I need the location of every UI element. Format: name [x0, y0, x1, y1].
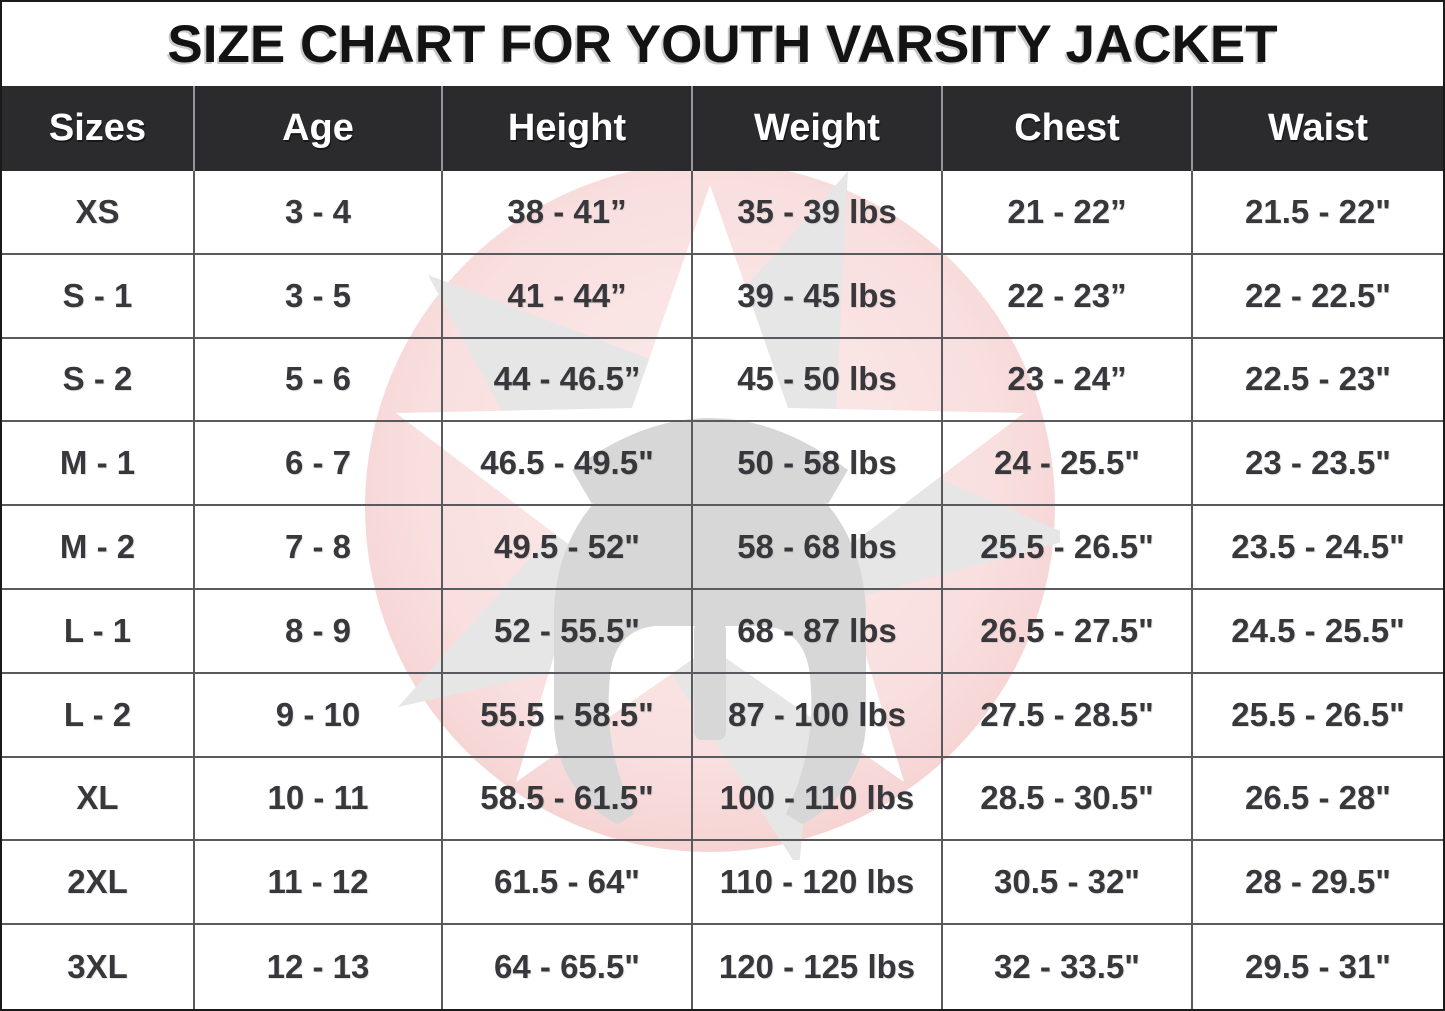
- cell-chest: 21 - 22”: [943, 171, 1193, 253]
- cell-height: 52 - 55.5": [443, 590, 693, 672]
- cell-weight: 100 - 110 lbs: [693, 757, 943, 840]
- cell-chest: 25.5 - 26.5": [943, 506, 1193, 588]
- cell-weight: 110 - 120 lbs: [693, 841, 943, 924]
- cell-size: 3XL: [2, 925, 195, 1009]
- cell-waist: 23.5 - 24.5": [1231, 528, 1405, 566]
- cell-size: 2XL: [2, 841, 195, 924]
- cell-age: 12 - 13: [195, 925, 443, 1009]
- cell-waist: 29.5 - 31": [1245, 948, 1391, 986]
- cell-age: 11 - 12: [195, 841, 443, 924]
- cell-weight: 50 - 58 lbs: [693, 422, 943, 505]
- cell-weight: 35 - 39 lbs: [693, 171, 943, 253]
- cell-waist: 21.5 - 22": [1245, 192, 1391, 230]
- spartan-helmet-icon: [554, 418, 866, 824]
- cell-height: 44 - 46.5”: [443, 338, 693, 421]
- table-row: XS 3 - 4 38 - 41” 35 - 39 lbs 21 - 22” 21.5 -…: [2, 171, 1443, 255]
- cell-age: 3 - 4: [195, 171, 443, 253]
- header-cell-height: Height: [443, 86, 693, 171]
- table-row: 3XL 12 - 13 64 - 65.5" 120 - 125 lbs 32 - 33…: [2, 925, 1443, 1009]
- cell-height: 38 - 41”: [443, 171, 693, 253]
- page-title: SIZE CHART FOR YOUTH VARSITY JACKET: [167, 14, 1278, 74]
- cell-height: 55.5 - 58.5": [443, 673, 693, 756]
- cell-age: 8 - 9: [195, 590, 443, 672]
- cell-age: 5 - 6: [195, 338, 443, 421]
- cell-weight: 45 - 50 lbs: [693, 338, 943, 421]
- cell-waist: 26.5 - 28": [1245, 779, 1391, 817]
- cell-weight: 39 - 45 lbs: [693, 254, 943, 337]
- cell-age: 7 - 8: [195, 506, 443, 588]
- cell-age: 9 - 10: [195, 673, 443, 756]
- cell-size: XL: [2, 757, 195, 840]
- cell-height: 64 - 65.5": [443, 925, 693, 1009]
- cell-chest: 28.5 - 30.5": [943, 757, 1193, 840]
- cell-chest: 30.5 - 32": [943, 841, 1193, 924]
- cell-size: XS: [2, 171, 195, 253]
- cell-size: S - 2: [2, 338, 195, 421]
- cell-weight: 120 - 125 lbs: [693, 925, 943, 1009]
- cell-height: 61.5 - 64": [443, 841, 693, 924]
- header-cell-weight: Weight: [693, 86, 943, 171]
- cell-height: 49.5 - 52": [443, 506, 693, 588]
- header-cell-chest: Chest: [943, 86, 1193, 171]
- spartan-helmet-star-watermark: [365, 162, 1060, 860]
- cell-size: S - 1: [2, 254, 195, 337]
- cell-waist: 28 - 29.5": [1245, 863, 1391, 901]
- cell-height: 58.5 - 61.5": [443, 757, 693, 840]
- cell-size: M - 2: [2, 506, 195, 588]
- size-table-body: XS 3 - 4 38 - 41” 35 - 39 lbs 21 - 22” 21.5 -…: [2, 171, 1443, 1009]
- cell-height: 46.5 - 49.5": [443, 422, 693, 505]
- cell-waist: 23 - 23.5": [1245, 444, 1391, 482]
- table-row: XL 10 - 11 58.5 - 61.5" 100 - 110 lbs 28.5 -…: [2, 757, 1443, 842]
- cell-size: M - 1: [2, 422, 195, 505]
- cell-chest: 32 - 33.5": [943, 925, 1193, 1009]
- cell-chest: 23 - 24”: [943, 338, 1193, 421]
- cell-height: 41 - 44”: [443, 254, 693, 337]
- cell-waist: 25.5 - 26.5": [1231, 695, 1405, 733]
- cell-age: 3 - 5: [195, 254, 443, 337]
- cell-size: L - 1: [2, 590, 195, 672]
- cell-waist: 22.5 - 23": [1245, 360, 1391, 398]
- cell-size: L - 2: [2, 673, 195, 756]
- header-row: Sizes Age Height Weight Chest Waist: [2, 86, 1443, 171]
- table-row: 2XL 11 - 12 61.5 - 64" 110 - 120 lbs 30.5 - …: [2, 841, 1443, 926]
- cell-waist: 24.5 - 25.5": [1231, 611, 1405, 649]
- title-bar: SIZE CHART FOR YOUTH VARSITY JACKET: [2, 2, 1443, 86]
- header-cell-waist: Waist: [1268, 107, 1368, 149]
- cell-weight: 87 - 100 lbs: [693, 673, 943, 756]
- cell-chest: 27.5 - 28.5": [943, 673, 1193, 756]
- cell-weight: 58 - 68 lbs: [693, 506, 943, 588]
- cell-chest: 26.5 - 27.5": [943, 590, 1193, 672]
- header-cell-sizes: Sizes: [2, 86, 195, 171]
- cell-waist: 22 - 22.5": [1245, 276, 1391, 314]
- cell-weight: 68 - 87 lbs: [693, 590, 943, 672]
- cell-chest: 22 - 23”: [943, 254, 1193, 337]
- cell-age: 10 - 11: [195, 757, 443, 840]
- header-cell-age: Age: [195, 86, 443, 171]
- cell-chest: 24 - 25.5": [943, 422, 1193, 505]
- cell-age: 6 - 7: [195, 422, 443, 505]
